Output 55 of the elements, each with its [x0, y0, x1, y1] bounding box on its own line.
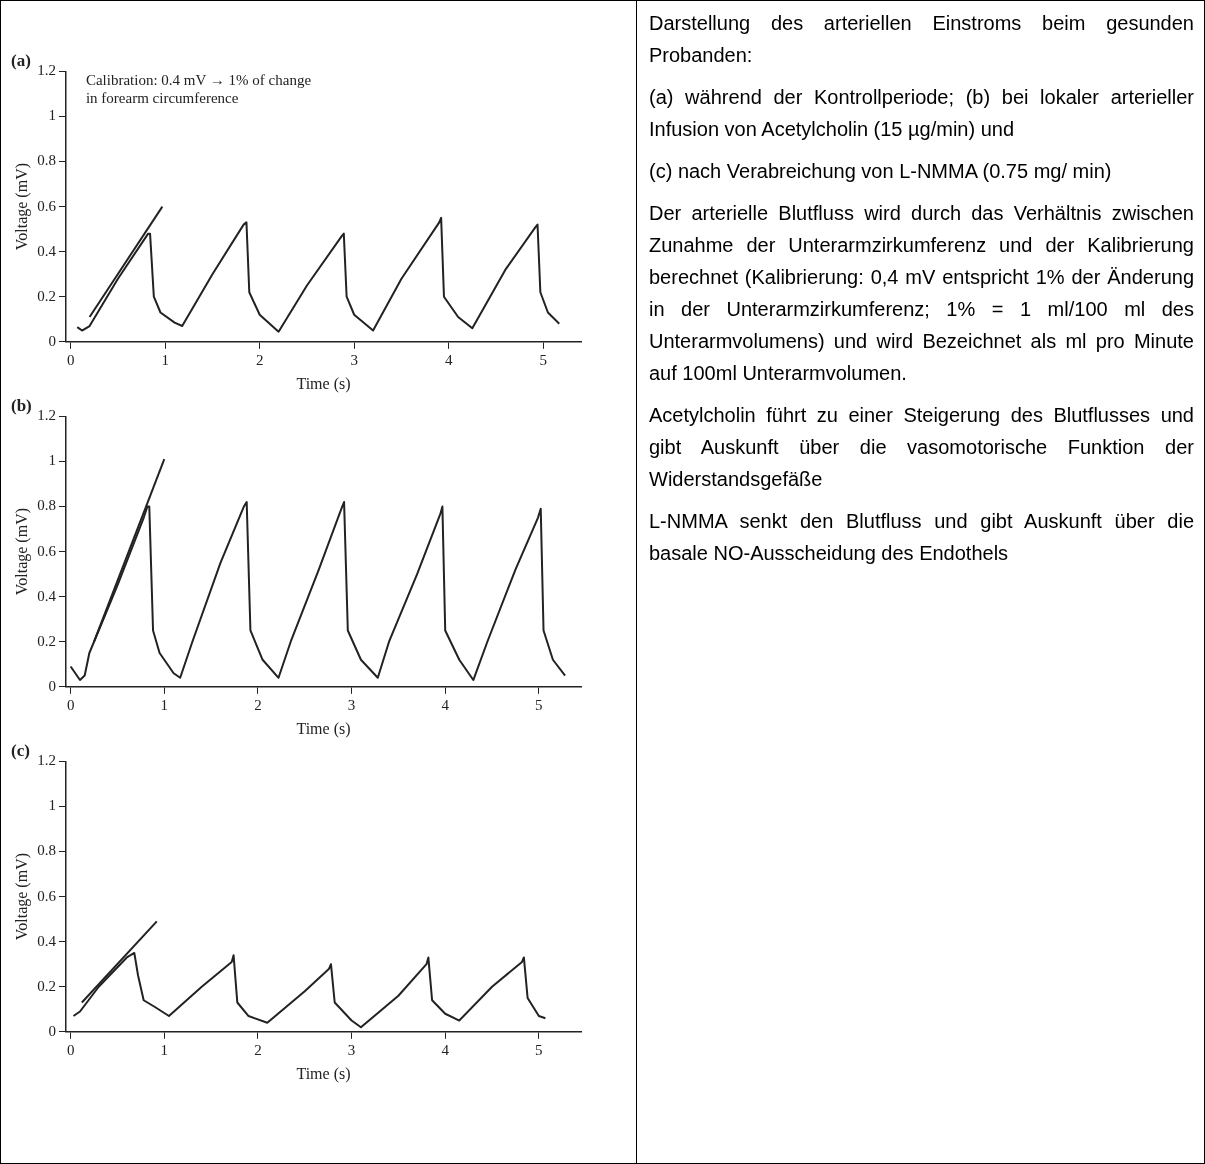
x-tick-label: 4	[444, 351, 453, 368]
x-tick-label: 1	[160, 1041, 169, 1058]
chart-title: (c)	[11, 740, 30, 760]
y-tick-label: 0.2	[37, 632, 56, 649]
y-axis-title: Voltage (mV)	[12, 852, 31, 941]
y-tick-label: 1.2	[37, 407, 56, 424]
x-tick-label: 4	[441, 696, 450, 713]
x-tick-label: 3	[350, 351, 358, 368]
x-tick-label: 1	[160, 696, 169, 713]
x-tick-label: 1	[161, 351, 169, 368]
y-tick-label: 0.4	[37, 242, 57, 259]
y-tick-label: 0.2	[37, 287, 56, 304]
x-tick-label: 3	[347, 1041, 356, 1058]
x-tick-label: 5	[535, 696, 543, 713]
y-tick-label: 1.2	[37, 752, 56, 769]
y-tick-label: 1	[48, 797, 56, 814]
text: L-NMMA senkt den Blutfluss und gibt Auskunft über die basale NO-Ausscheidung des Endothels	[649, 509, 1194, 566]
y-tick-label: 0.4	[37, 932, 57, 949]
x-axis-title: Time (s)	[296, 374, 351, 393]
x-tick-label: 5	[535, 1041, 543, 1058]
y-tick-label: 0	[48, 1022, 56, 1039]
annotation: Calibration: 0.4 mV → 1% of change in forearm circumference	[85, 71, 312, 106]
y-tick-label: 0.2	[37, 977, 56, 994]
text: Darstellung des arteriellen Einstroms beim gesunden Probanden:	[649, 11, 1194, 68]
text: Acetylcholin führt zu einer Steigerung des Blutflusses und gibt Auskunft über die vasomotorische Funktion der Widerstandsgefäße	[649, 403, 1194, 492]
text: Der arterielle Blutfluss wird durch das Verhältnis zwischen Zunahme der Unterarmzirkumferenz und der Kalibrierung berechnet (Kalibrierung: 0,4 mV entspricht 1% der Änderung in der Unterarmzirkumferenz; 1% = 1 ml/100 ml des Unterarmvolumens) und wird Bezeichnet als ml pro Minute auf 100ml Unterarmvolumen.	[649, 201, 1194, 386]
y-tick-label: 0.6	[37, 542, 57, 559]
y-tick-label: 0.6	[37, 887, 57, 904]
y-axis-title: Voltage (mV)	[12, 507, 31, 596]
x-tick-label: 0	[66, 696, 75, 713]
x-tick-label: 2	[254, 1041, 262, 1058]
y-tick-label: 1	[48, 107, 56, 124]
x-tick-label: 0	[66, 351, 75, 368]
y-tick-label: 0.8	[37, 152, 56, 169]
text: (c) nach Verabreichung von L-NMMA (0.75 mg/ min)	[649, 159, 1113, 184]
y-tick-label: 0.4	[37, 587, 57, 604]
x-tick-label: 2	[254, 696, 262, 713]
x-tick-label: 5	[539, 351, 547, 368]
x-tick-label: 4	[441, 1041, 450, 1058]
x-tick-label: 0	[66, 1041, 75, 1058]
chart-title: (b)	[11, 395, 32, 415]
x-tick-label: 3	[347, 696, 356, 713]
y-axis-title: Voltage (mV)	[12, 162, 31, 251]
x-tick-label: 2	[255, 351, 264, 368]
y-tick-label: 0.6	[37, 197, 57, 214]
y-tick-label: 0.8	[37, 842, 56, 859]
y-tick-label: 0	[48, 332, 56, 349]
y-tick-label: 0	[48, 677, 56, 694]
x-axis-title: Time (s)	[296, 719, 351, 738]
y-tick-label: 0.8	[37, 497, 56, 514]
chart-title: (a)	[11, 50, 31, 70]
x-axis-title: Time (s)	[296, 1064, 351, 1083]
y-tick-label: 1.2	[37, 62, 56, 79]
text: (a) während der Kontrollperiode; (b) bei lokaler arterieller Infusion von Acetylcholin (15 µg/min) und	[649, 85, 1194, 142]
y-tick-label: 1	[48, 452, 56, 469]
